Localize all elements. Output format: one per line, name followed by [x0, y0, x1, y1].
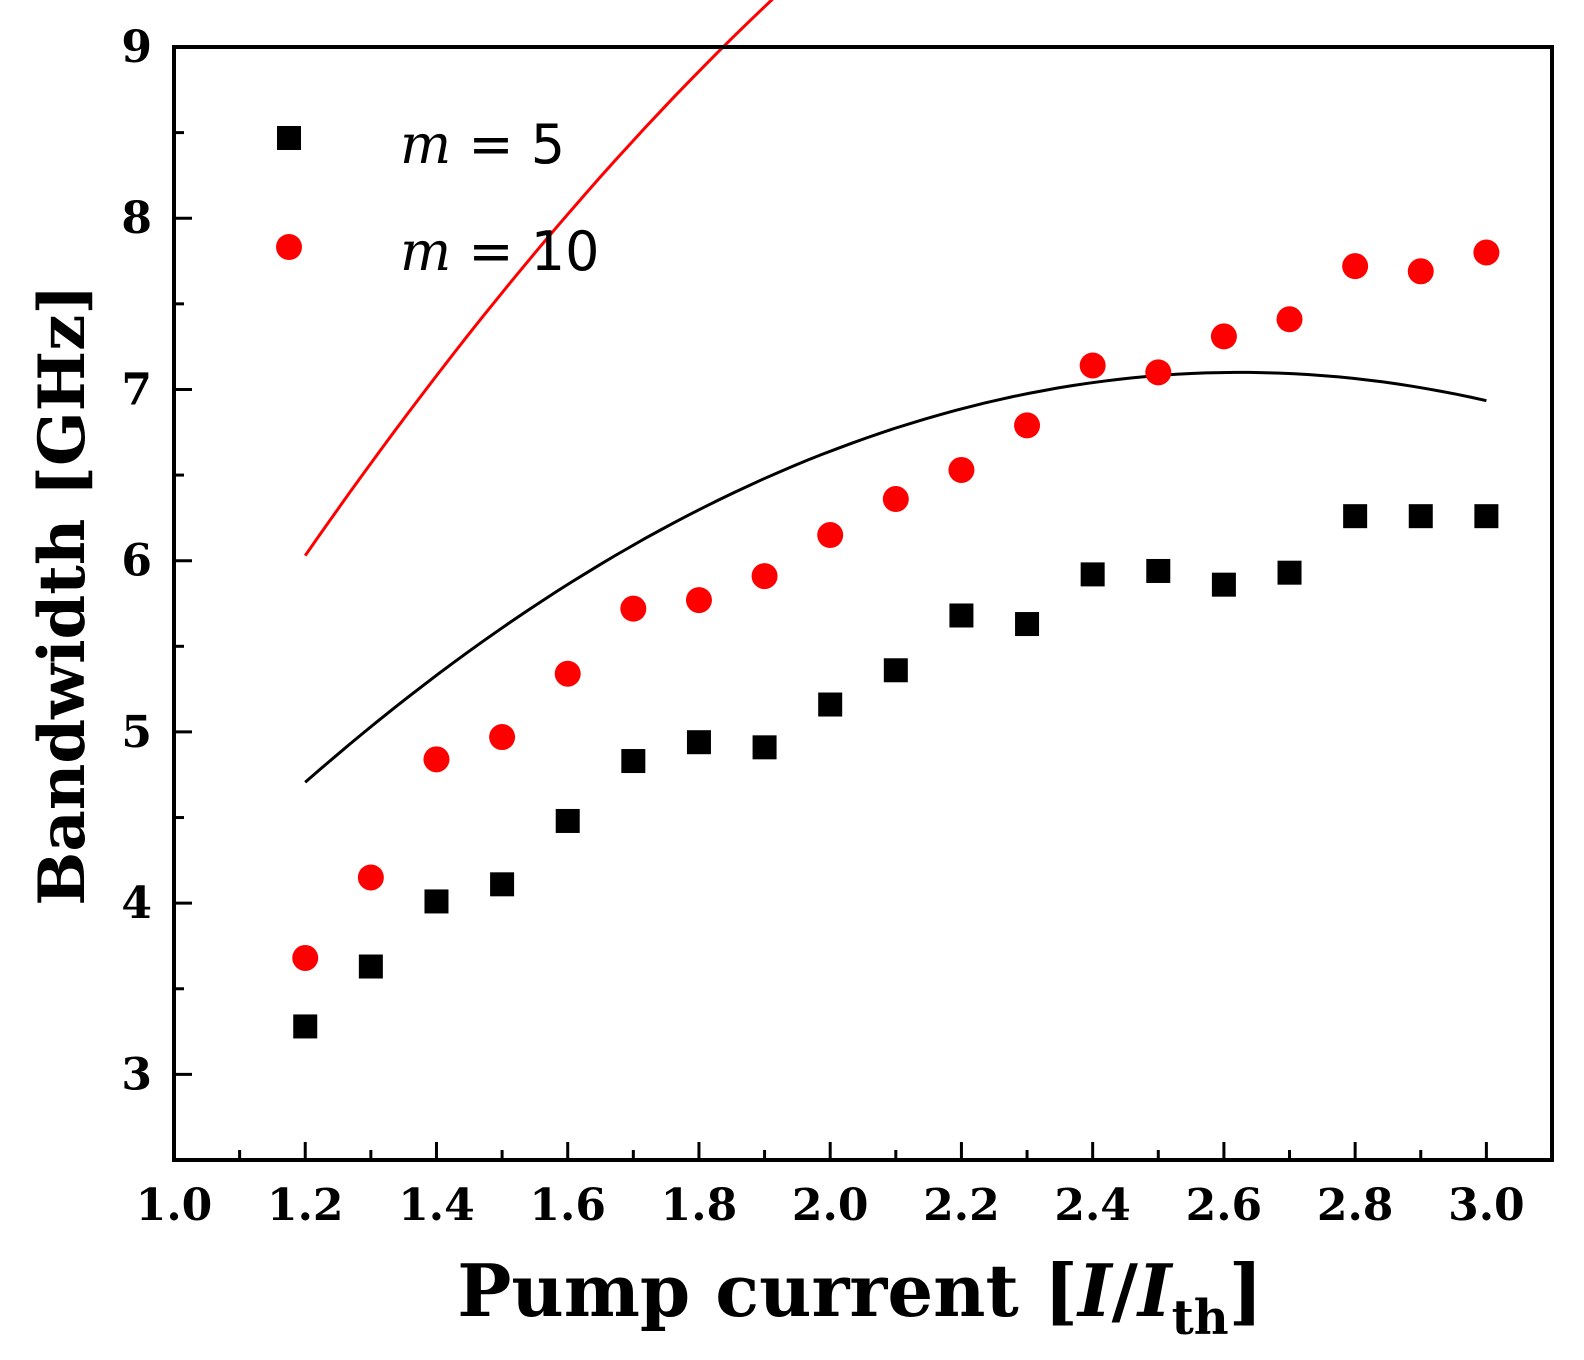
data-point-square — [621, 749, 646, 774]
data-point-square — [1474, 504, 1499, 529]
data-point-circle — [882, 486, 909, 513]
x-tick-label: 1.4 — [398, 1180, 475, 1231]
y-tick-label: 3 — [121, 1049, 152, 1100]
data-point-square — [949, 603, 974, 628]
y-tick-label: 9 — [121, 22, 152, 73]
y-axis-title: Bandwidth [GHz] — [25, 284, 100, 905]
data-point-square — [1211, 572, 1236, 597]
data-point-circle — [292, 944, 319, 971]
data-point-square — [1146, 558, 1171, 583]
x-tick-label: 1.8 — [661, 1180, 738, 1231]
data-point-circle — [685, 587, 712, 614]
data-point-circle — [1473, 239, 1500, 266]
x-tick-label: 2.8 — [1317, 1180, 1394, 1231]
axis-ticks — [172, 45, 1488, 1162]
legend-marker-m10 — [276, 234, 302, 260]
data-point-square — [555, 808, 580, 833]
x-tick-label: 2.6 — [1186, 1180, 1263, 1231]
data-point-circle — [357, 864, 384, 891]
y-tick-label: 6 — [121, 536, 152, 587]
data-point-square — [1080, 562, 1105, 587]
x-tick-label: 1.0 — [136, 1180, 213, 1231]
data-point-square — [490, 872, 515, 897]
data-point-square — [1277, 560, 1302, 585]
y-tick-label: 4 — [121, 878, 152, 929]
x-tick-label: 2.2 — [923, 1180, 1000, 1231]
y-tick-label: 8 — [121, 193, 152, 244]
data-point-square — [818, 692, 843, 717]
x-tick-label: 1.6 — [529, 1180, 606, 1231]
data-point-circle — [1079, 352, 1106, 379]
data-point-circle — [948, 456, 975, 483]
data-points — [292, 239, 1500, 1039]
x-tick-label: 1.2 — [267, 1180, 344, 1231]
data-point-square — [293, 1014, 318, 1039]
data-point-circle — [423, 746, 450, 773]
data-point-circle — [1014, 412, 1041, 439]
fit-curve-series-0 — [304, 370, 1487, 784]
x-axis-title: Pump current [I/Ith] — [457, 1248, 1263, 1346]
data-point-circle — [1276, 306, 1303, 333]
data-point-square — [883, 658, 908, 683]
x-tick-label: 2.0 — [792, 1180, 869, 1231]
data-point-circle — [1407, 258, 1434, 285]
data-point-square — [358, 954, 383, 979]
data-point-circle — [817, 522, 844, 549]
fit-curves — [303, 0, 1487, 784]
plot-frame — [172, 45, 1554, 1162]
data-point-circle — [554, 660, 581, 687]
x-tick-label: 3.0 — [1448, 1180, 1525, 1231]
data-point-square — [424, 889, 449, 914]
legend-label-m10: m = 10 — [400, 220, 600, 283]
data-point-circle — [751, 563, 778, 590]
y-tick-label: 5 — [121, 707, 152, 758]
legend-label-m5: m = 5 — [400, 113, 565, 176]
legend: m = 5 m = 10 — [276, 113, 600, 283]
data-point-circle — [1210, 323, 1237, 350]
data-point-square — [686, 730, 711, 755]
data-point-circle — [489, 724, 516, 751]
tick-labels: 1.0 1.2 1.4 1.6 1.8 2.0 2.2 2.4 2.6 2.8 3.0 3 4 5 6 7 8 9 — [121, 22, 1524, 1231]
x-tick-label: 2.4 — [1054, 1180, 1131, 1231]
data-point-square — [752, 735, 777, 760]
data-point-square — [1015, 612, 1040, 637]
y-tick-label: 7 — [121, 364, 152, 415]
data-point-circle — [620, 595, 647, 622]
fit-curve-series-1 — [303, 0, 774, 557]
data-point-square — [1343, 504, 1368, 529]
data-point-circle — [1342, 253, 1369, 280]
legend-marker-m5 — [277, 126, 301, 150]
data-point-circle — [1145, 359, 1172, 386]
data-point-square — [1408, 504, 1433, 529]
